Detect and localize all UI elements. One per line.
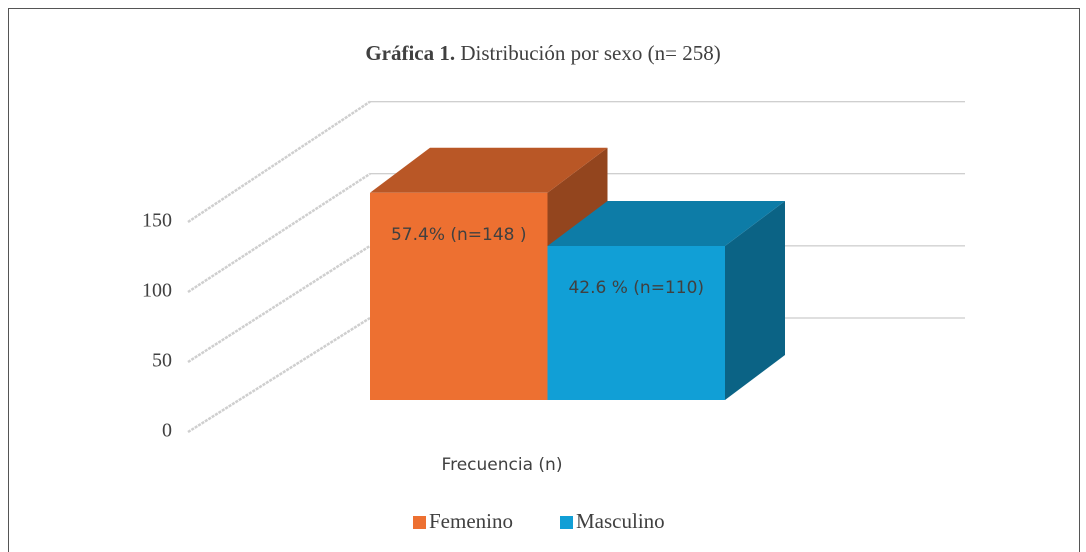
bar-top <box>370 147 608 193</box>
title-text: Distribución por sexo (n= 258) <box>460 41 720 65</box>
legend-label: Femenino <box>429 509 513 533</box>
chart-title: Gráfica 1. Distribución por sexo (n= 258… <box>365 41 720 65</box>
data-label: 42.6 % (n=110) <box>568 278 704 298</box>
title-prefix: Gráfica 1. <box>365 41 455 65</box>
bar-side <box>725 201 785 400</box>
grid-line <box>187 316 371 434</box>
data-label: 57.4% (n=148 ) <box>391 225 527 245</box>
bar <box>370 192 548 400</box>
y-tick-label: 150 <box>142 210 172 232</box>
y-tick-label: 50 <box>152 350 172 372</box>
grid-line <box>187 100 371 224</box>
legend-swatch <box>560 516 573 529</box>
y-tick-label: 100 <box>142 280 172 302</box>
bar-top <box>547 201 785 246</box>
grid-line <box>187 172 371 294</box>
x-tick-label: Frecuencia (n) <box>442 455 563 475</box>
legend-swatch <box>413 516 426 529</box>
legend-label: Masculino <box>576 509 665 533</box>
bar <box>547 246 725 400</box>
y-tick-label: 0 <box>162 420 172 442</box>
